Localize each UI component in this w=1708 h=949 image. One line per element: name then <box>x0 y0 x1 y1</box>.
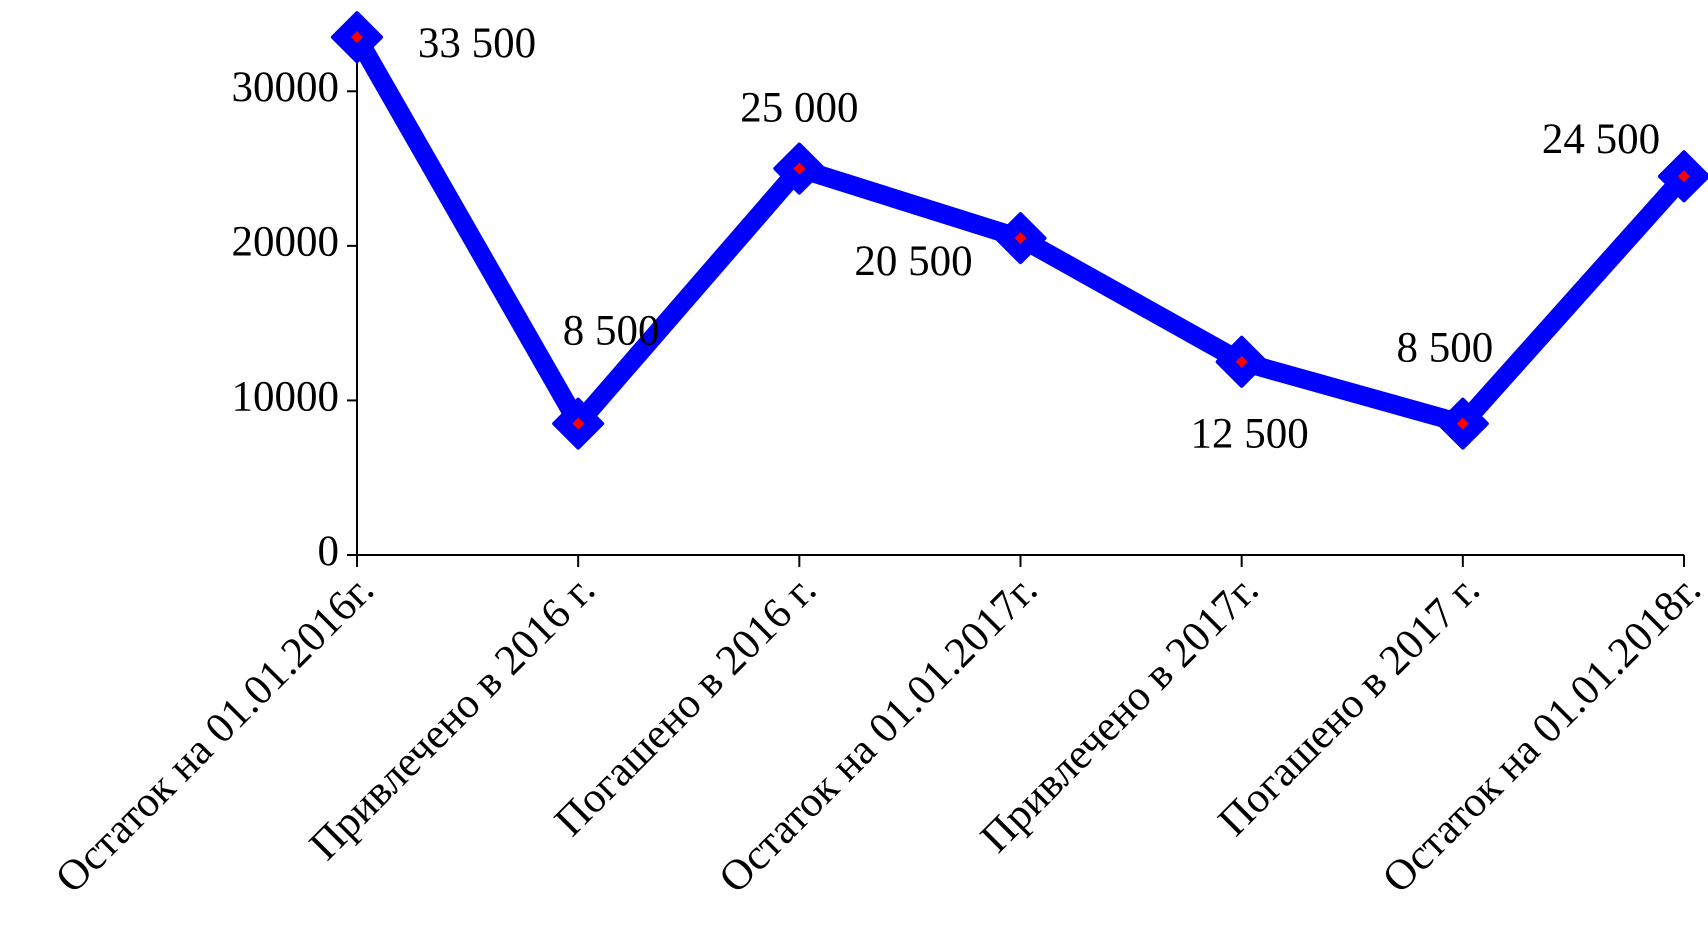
marker-center <box>1014 232 1027 245</box>
marker-center <box>1678 170 1690 183</box>
marker-center <box>1235 355 1248 368</box>
y-tick-label: 20000 <box>232 219 340 266</box>
marker-center <box>1456 417 1469 430</box>
marker-center <box>572 417 585 430</box>
marker-center <box>793 162 806 175</box>
data-label: 24 500 <box>1542 116 1660 163</box>
y-tick-label: 10000 <box>232 373 340 420</box>
data-label: 12 500 <box>1191 411 1309 458</box>
data-label: 8 500 <box>1396 324 1493 371</box>
marker-center <box>351 31 363 44</box>
data-label: 20 500 <box>854 238 972 285</box>
y-tick-label: 30000 <box>232 64 340 111</box>
data-label: 33 500 <box>418 20 536 67</box>
data-label: 25 000 <box>740 84 858 131</box>
data-label: 8 500 <box>563 307 660 354</box>
y-tick-label: 0 <box>318 528 340 575</box>
